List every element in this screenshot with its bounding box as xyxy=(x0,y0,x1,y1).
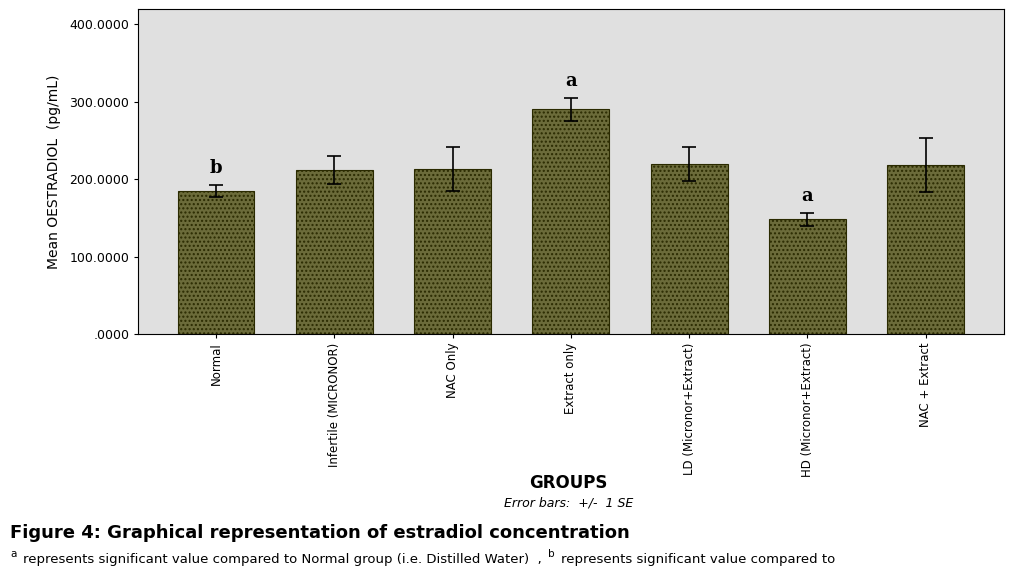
Text: a: a xyxy=(565,72,577,90)
Bar xyxy=(177,191,254,334)
Text: b: b xyxy=(210,159,222,177)
Text: b: b xyxy=(548,549,554,559)
Text: Error bars:  +/-  1 SE: Error bars: +/- 1 SE xyxy=(504,497,633,510)
Bar xyxy=(296,170,373,334)
Text: represents significant value compared to Normal group (i.e. Distilled Water)  ,: represents significant value compared to… xyxy=(23,552,546,566)
Text: represents significant value compared to: represents significant value compared to xyxy=(561,552,836,566)
Text: Figure 4: Graphical representation of estradiol concentration: Figure 4: Graphical representation of es… xyxy=(10,524,630,542)
Bar xyxy=(769,219,846,334)
Y-axis label: Mean OESTRADIOL  (pg/mL): Mean OESTRADIOL (pg/mL) xyxy=(47,74,61,268)
Text: a: a xyxy=(802,187,813,206)
Text: a: a xyxy=(10,549,16,559)
Bar xyxy=(650,164,728,334)
Text: GROUPS: GROUPS xyxy=(529,475,607,492)
Bar xyxy=(414,169,492,334)
Bar xyxy=(532,109,609,334)
Bar xyxy=(888,165,965,334)
